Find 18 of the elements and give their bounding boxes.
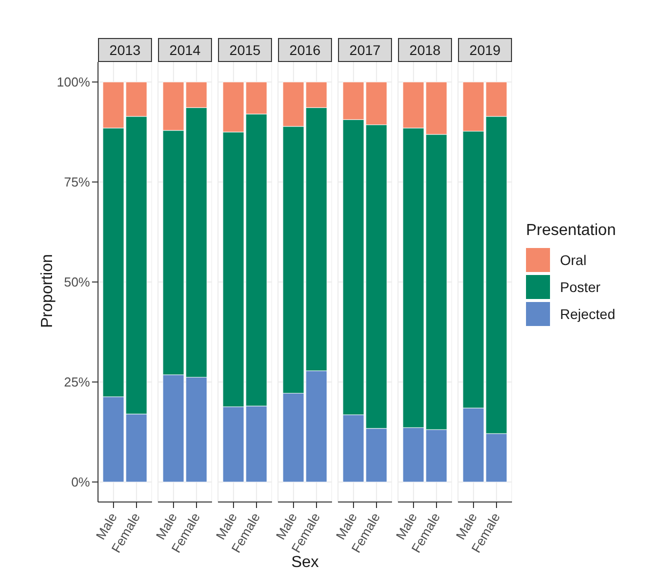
x-axis-title: Sex [290,554,320,570]
chart-title: 2014 [158,38,212,62]
chart-title: 2015 [218,38,272,62]
y-tick-label: 100% [56,74,90,90]
y-tick-label: 0% [71,474,90,490]
y-tick-label: 50% [64,274,90,290]
chart-title: 2013 [98,38,152,62]
legend-title: Presentation [526,222,617,240]
legend-label: Oral [560,252,586,268]
y-tick-label: 75% [64,174,90,190]
chart-title: 2018 [398,38,452,62]
chart-title: 2017 [338,38,392,62]
text: Poster [560,278,600,294]
chart-title: 2019 [458,38,512,62]
y-tick-label: 25% [64,374,90,390]
y-axis-title: Proportion [39,253,57,330]
chart-title: 2016 [278,38,332,62]
legend-label: Rejected [560,306,616,322]
